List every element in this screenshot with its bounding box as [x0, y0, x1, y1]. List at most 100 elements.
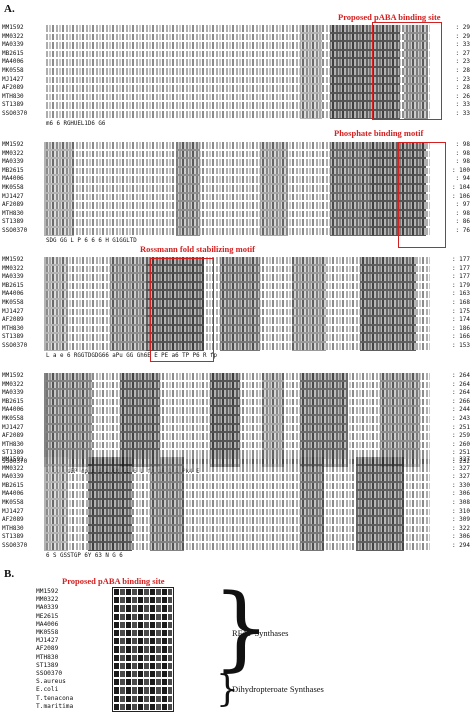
panel-b-residues: [114, 679, 172, 686]
dhps-brace: }: [216, 669, 239, 710]
residue-position: : 28: [455, 84, 470, 92]
residue-position: : 232: [451, 458, 470, 465]
residue-position: : 251: [451, 423, 470, 431]
alignment-row: MA4006: 23: [2, 58, 472, 67]
species-name: SSO0370: [2, 342, 28, 349]
panel-b-row: MA0339: [36, 604, 186, 612]
alignment-row: MB2615: 27: [2, 50, 472, 59]
sequence-residues: [46, 193, 430, 201]
sequence-residues: [46, 85, 430, 92]
sequence-residues: [46, 416, 430, 423]
alignment-row: MA4006: 94: [2, 175, 472, 184]
consensus-line: L a e 6 RGGTDGDG66 aPu GG Gh6E E PE a6 T…: [46, 352, 218, 359]
dhps-group-label: Dihydropteroate Synthases: [232, 684, 324, 694]
alignment-row: MTH830: 260: [2, 441, 472, 450]
panel-b-species-name: ME2615: [36, 612, 59, 620]
species-name: MK0558: [2, 415, 24, 422]
alignment-row: MA0339: 327: [2, 473, 472, 482]
alignment-row: MTH830: 26: [2, 93, 472, 102]
species-name: ST1389: [2, 218, 24, 226]
residue-position: : 163: [451, 290, 470, 298]
sequence-residues: [46, 291, 430, 298]
alignment-row: MA4006: 244: [2, 406, 472, 415]
panel-b-label: B.: [4, 568, 15, 580]
sequence-residues: [46, 265, 430, 273]
rossmann-fold-title: Rossmann fold stabilizing motif: [140, 244, 255, 254]
species-name: SSO0370: [2, 227, 28, 234]
sequence-residues: [46, 167, 430, 175]
motif-highlight-box: [150, 258, 214, 362]
sequence-residues: [46, 317, 430, 324]
panel-b-row: MK0558: [36, 629, 186, 637]
alignment-row: MA0339: 264: [2, 389, 472, 398]
alignment-row: MM0322: 327: [2, 465, 472, 474]
alignment-row: MTH830: 98: [2, 210, 472, 219]
sequence-residues: [46, 543, 430, 550]
sequence-residues: [46, 76, 430, 84]
residue-position: : 166: [451, 333, 470, 341]
alignment-row: MA0339: 177: [2, 273, 472, 282]
residue-position: : 322: [451, 524, 470, 532]
residue-position: : 98: [455, 141, 470, 148]
panel-b-species-name: T.maritima: [36, 702, 74, 710]
alignment-row: MK0558: 104: [2, 184, 472, 193]
residue-position: : 153: [451, 342, 470, 349]
residue-position: : 28: [455, 67, 470, 74]
alignment-row: MJ1427: 175: [2, 308, 472, 317]
panel-b-species-name: T.tenacona: [36, 694, 74, 702]
sequence-residues: [46, 282, 430, 290]
species-name: MM1592: [2, 24, 24, 31]
residue-position: : 94: [455, 175, 470, 183]
species-name: MK0558: [2, 67, 24, 74]
residue-position: : 179: [451, 281, 470, 289]
alignment-row: MJ1427: 106: [2, 193, 472, 202]
residue-position: : 27: [455, 49, 470, 57]
panel-b-residues: [114, 597, 172, 604]
alignment-row: MM1592: 327: [2, 456, 472, 465]
species-name: MTH830: [2, 440, 24, 448]
species-name: MM1592: [2, 372, 24, 379]
panel-b-residues: [114, 654, 172, 661]
alignment-row: MB2615: 100: [2, 167, 472, 176]
alignment-row: MA0339: 98: [2, 158, 472, 167]
species-name: MA4006: [2, 290, 24, 298]
residue-position: : 98: [455, 209, 470, 217]
species-name: ST1389: [2, 101, 24, 109]
alignment-row: MK0558 : 28: [2, 67, 472, 76]
consensus-line: m6 6 RGHUEL1D6 G6: [46, 120, 106, 127]
residue-position: : 29: [455, 32, 470, 40]
panel-b-row: SSO0370: [36, 670, 186, 678]
species-name: MM0322: [2, 464, 24, 472]
residue-position: : 306: [451, 533, 470, 541]
panel-b-species-name: E.coli: [36, 686, 59, 694]
species-name: MM1592: [2, 256, 24, 263]
panel-b-row: MTH830: [36, 654, 186, 662]
panel-b-residues: [114, 662, 172, 669]
sequence-residues: [46, 381, 430, 389]
residue-position: : 294: [451, 542, 470, 549]
residue-position: : 259: [451, 432, 470, 440]
sequence-residues: [46, 219, 430, 226]
species-name: ST1389: [2, 449, 24, 457]
species-name: MA0339: [2, 473, 24, 481]
rfap-group-label: RFAP Synthases: [232, 628, 289, 638]
alignment-row: AF2089: 97: [2, 201, 472, 210]
panel-b-row: MA4006: [36, 621, 186, 629]
sequence-residues: [46, 373, 430, 380]
panel-b-row: ST1389: [36, 662, 186, 670]
motif-highlight-box: [372, 22, 442, 120]
panel-b-residues: [114, 695, 172, 702]
sequence-residues: [46, 465, 430, 473]
species-name: MJ1427: [2, 75, 24, 83]
species-name: MA0339: [2, 389, 24, 397]
alignment-row: SSO0370 : 153: [2, 342, 472, 351]
sequence-residues: [46, 93, 430, 101]
panel-b-row: MM0322: [36, 596, 186, 604]
alignment-row: SSO0370: 33: [2, 110, 472, 119]
panel-b-residues: [114, 589, 172, 596]
alignment-row: MA4006: 306: [2, 490, 472, 499]
sequence-residues: [46, 68, 430, 75]
species-name: ST1389: [2, 533, 24, 541]
motif-highlight-box: [398, 142, 446, 248]
panel-b-row: MJ1427: [36, 637, 186, 645]
